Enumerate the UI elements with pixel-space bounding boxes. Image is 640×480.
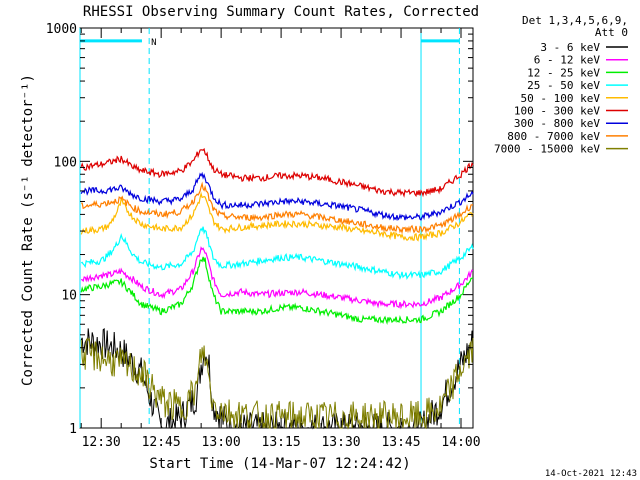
chart-title: RHESSI Observing Summary Count Rates, Co… [83, 4, 479, 20]
marker-layer: N [79, 28, 460, 428]
series-line-4 [80, 191, 474, 242]
footer-timestamp: 14-Oct-2021 12:43 [545, 469, 637, 479]
x-tick-label: 12:30 [82, 435, 121, 450]
y-tick-label: 1000 [46, 22, 77, 37]
x-tick-label: 13:00 [202, 435, 241, 450]
legend-header: Att 0 [595, 26, 628, 39]
series-line-3 [80, 226, 474, 281]
x-tick-label: 12:45 [142, 435, 181, 450]
x-tick-label: 13:30 [321, 435, 360, 450]
series-line-1 [81, 246, 474, 310]
legend-entry-label: 6 - 12 keV [534, 54, 601, 67]
x-tick-label: 13:15 [262, 435, 301, 450]
y-tick-label: 10 [61, 289, 77, 304]
legend-entry-label: 300 - 800 keV [514, 117, 600, 130]
series-line-5 [80, 147, 474, 198]
series-layer [80, 147, 474, 430]
series-line-8 [80, 337, 474, 430]
night-label: N [151, 38, 156, 48]
legend-entry-label: 50 - 100 keV [521, 92, 601, 105]
y-axis-label: Corrected Count Rate (s⁻¹ detector⁻¹) [20, 74, 36, 386]
y-tick-label: 1 [69, 422, 77, 437]
legend-entry-label: 7000 - 15000 keV [494, 143, 600, 156]
y-tick-label: 100 [54, 155, 77, 170]
x-tick-label: 13:45 [381, 435, 420, 450]
x-tick-label: 14:00 [441, 435, 480, 450]
x-axis-label: Start Time (14-Mar-07 12:24:42) [149, 456, 410, 472]
series-line-7 [81, 181, 474, 235]
axes-layer: 1 10 100 1000 12:30 12:45 13:00 13:15 13:30 13:45… [46, 22, 481, 450]
series-line-6 [80, 171, 474, 221]
legend-entry-label: 3 - 6 keV [540, 41, 600, 54]
legend-entry-label: 100 - 300 keV [514, 105, 600, 118]
series-line-2 [80, 256, 474, 326]
legend-entry-label: 12 - 25 keV [527, 66, 600, 79]
legend-entry-label: 25 - 50 keV [527, 79, 600, 92]
legend-header: Det 1,3,4,5,6,9, [522, 14, 628, 27]
legend-entry-label: 800 - 7000 keV [507, 130, 600, 143]
